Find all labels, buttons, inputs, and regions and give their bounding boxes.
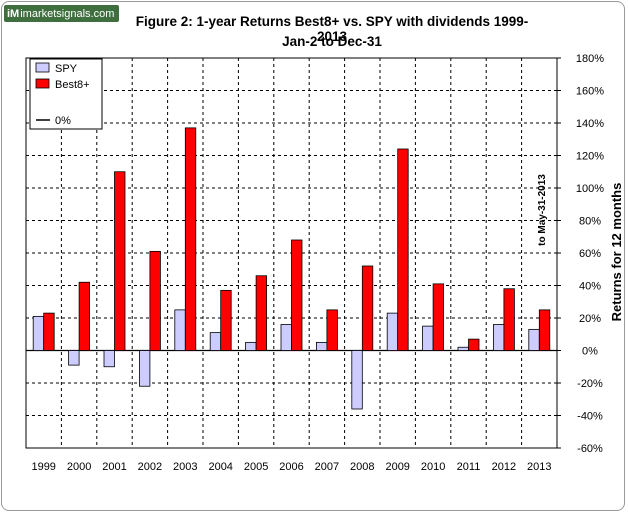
- x-tick-label: 2010: [421, 461, 445, 473]
- x-tick-label: 2000: [67, 461, 91, 473]
- chart-title: Figure 2: 1-year Returns Best8+ vs. SPY …: [135, 14, 529, 44]
- bar-spy: [280, 324, 292, 351]
- y-tick-label: 160%: [576, 86, 604, 98]
- x-tick-label: 2013: [527, 461, 551, 473]
- y-tick-label: -60%: [577, 443, 603, 455]
- y-tick-label: 0%: [582, 346, 598, 358]
- x-tick-label: 1999: [31, 461, 55, 473]
- y-tick-label: 80%: [579, 216, 601, 228]
- y-tick-label: -40%: [577, 411, 603, 423]
- y-axis-title: Returns for 12 months: [609, 183, 624, 322]
- bar-spy: [422, 325, 434, 351]
- bar-best8: [149, 250, 161, 351]
- x-tick-label: 2005: [244, 461, 268, 473]
- x-tick-label: 2009: [385, 461, 409, 473]
- logo-mark: iM: [7, 7, 20, 20]
- partial-year-annotation: to May-31-2013: [537, 174, 548, 246]
- x-tick-label: 2007: [315, 461, 339, 473]
- bar-spy: [528, 328, 540, 351]
- bar-spy: [315, 341, 328, 351]
- bar-spy: [138, 350, 151, 387]
- x-tick-label: 2004: [208, 461, 232, 473]
- x-tick-label: 2001: [102, 461, 126, 473]
- bar-best8: [538, 309, 551, 351]
- x-tick-label: 2012: [492, 461, 516, 473]
- y-tick-label: 100%: [576, 183, 604, 195]
- bar-best8: [78, 281, 90, 351]
- legend: SPY Best8+ 0%: [29, 58, 103, 130]
- bar-best8: [43, 312, 55, 351]
- bar-spy: [386, 312, 399, 351]
- bar-best8: [184, 127, 197, 351]
- legend-label-zero: 0%: [55, 115, 71, 127]
- y-tick-label: 40%: [579, 281, 601, 293]
- y-tick-label: -20%: [577, 378, 603, 390]
- bar-best8: [255, 275, 268, 351]
- bar-spy: [32, 315, 45, 351]
- bar-spy: [351, 350, 363, 410]
- bar-best8: [503, 288, 515, 351]
- bar-spy: [174, 309, 186, 351]
- legend-swatch-spy: [35, 62, 50, 73]
- legend-swatch-best8: [35, 78, 50, 89]
- bars-layer: [32, 127, 551, 410]
- bar-spy: [68, 350, 80, 366]
- bar-best8: [361, 265, 374, 351]
- y-tick-label: 120%: [576, 151, 604, 163]
- x-tick-label: 2006: [279, 461, 303, 473]
- bar-best8: [326, 309, 338, 351]
- site-logo: iM imarketsignals.com: [4, 5, 120, 22]
- x-tick-labels: 1999 2000 2001 2002 2003 2004 2005 2006 2007 2008…: [31, 461, 551, 473]
- y-tick-label: 180%: [576, 53, 604, 65]
- y-tick-label: 140%: [576, 118, 604, 130]
- bar-best8: [220, 289, 232, 351]
- bar-best8: [114, 171, 126, 351]
- bar-spy: [457, 346, 469, 351]
- x-tick-label: 2002: [138, 461, 162, 473]
- logo-text: imarketsignals.com: [20, 7, 115, 20]
- bar-spy: [209, 332, 222, 351]
- legend-label-best8: Best8+: [55, 79, 90, 91]
- x-tick-label: 2003: [173, 461, 197, 473]
- y-tick-label: 20%: [579, 313, 601, 325]
- legend-label-spy: SPY: [55, 63, 78, 75]
- x-tick-label: 2008: [350, 461, 374, 473]
- bar-spy: [492, 324, 505, 351]
- bar-best8: [468, 338, 480, 351]
- bar-spy: [245, 341, 257, 351]
- x-tick-label: 2011: [457, 461, 481, 473]
- bar-best8: [291, 239, 303, 351]
- y-tick-labels: -60% -40% -20% 0% 20% 40% 60% 80% 100% 120% 140% 16…: [576, 53, 604, 455]
- y-tick-label: 60%: [579, 248, 601, 260]
- bar-best8: [432, 283, 445, 351]
- chart-subtitle: Jan-2 to Dec-31: [282, 34, 382, 49]
- bar-best8: [397, 148, 409, 351]
- bar-spy: [103, 350, 115, 368]
